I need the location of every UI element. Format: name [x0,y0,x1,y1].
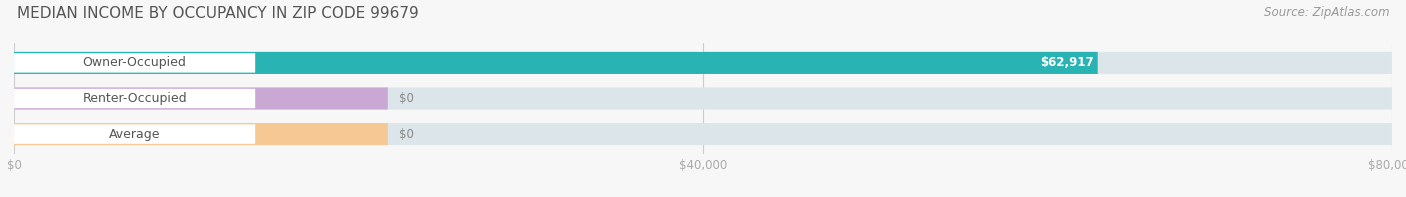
FancyBboxPatch shape [14,52,1392,74]
FancyBboxPatch shape [14,52,1098,74]
Text: $0: $0 [399,128,413,141]
Text: Source: ZipAtlas.com: Source: ZipAtlas.com [1264,6,1389,19]
Text: Renter-Occupied: Renter-Occupied [83,92,187,105]
Text: $0: $0 [399,92,413,105]
FancyBboxPatch shape [14,89,254,108]
FancyBboxPatch shape [14,87,388,110]
Text: MEDIAN INCOME BY OCCUPANCY IN ZIP CODE 99679: MEDIAN INCOME BY OCCUPANCY IN ZIP CODE 9… [17,6,419,21]
Text: $62,917: $62,917 [1040,56,1094,69]
Text: Owner-Occupied: Owner-Occupied [83,56,187,69]
FancyBboxPatch shape [14,123,1392,145]
FancyBboxPatch shape [14,53,254,73]
FancyBboxPatch shape [14,87,1392,110]
FancyBboxPatch shape [14,123,388,145]
FancyBboxPatch shape [14,124,254,144]
Text: Average: Average [108,128,160,141]
